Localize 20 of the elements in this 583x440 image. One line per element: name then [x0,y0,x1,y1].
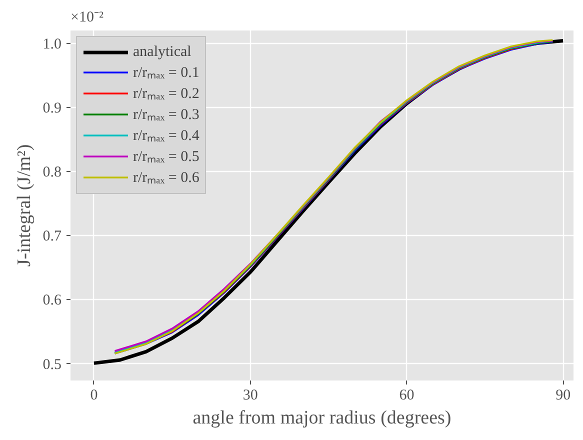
legend-label: r/rₘₐₓ = 0.6 [133,169,200,187]
y-tick-label: 1.0 [42,36,62,52]
text: ×10⁻² [70,10,104,26]
legend-label: r/rₘₐₓ = 0.4 [133,127,200,145]
legend-label: r/rₘₐₓ = 0.3 [133,106,200,124]
x-tick-label: 90 [556,388,571,404]
y-tick-label: 0.6 [42,292,62,309]
x-tick-label: 0 [90,388,98,404]
y-tick-label: 0.8 [42,164,62,181]
x-axis-title: angle from major radius (degrees) [192,408,452,428]
legend-label: r/rₘₐₓ = 0.1 [133,64,200,82]
legend-label: analytical [133,43,192,61]
y-tick-label: 0.9 [42,100,62,116]
y-tick-label: 0.5 [42,356,62,373]
y-axis-title: J-integral (J/m²) [14,144,35,267]
x-tick-label: 30 [242,388,258,404]
legend-label: r/rₘₐₓ = 0.2 [133,85,200,103]
y-tick-label: 0.7 [42,228,62,245]
legend-label: r/rₘₐₓ = 0.5 [133,148,200,166]
x-tick-label: 60 [399,388,414,404]
